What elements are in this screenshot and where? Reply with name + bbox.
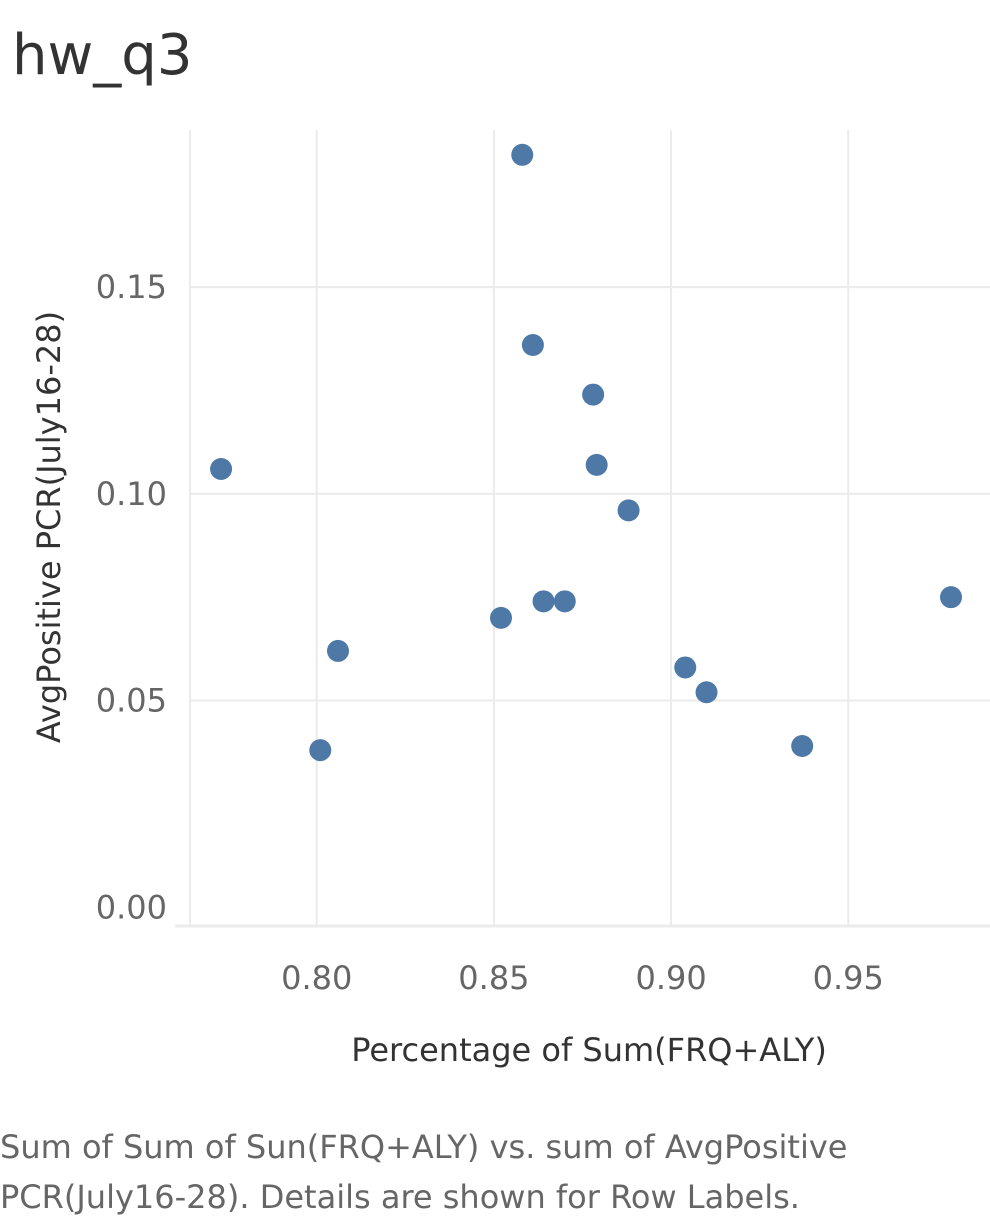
- scatter-point[interactable]: [511, 143, 534, 166]
- scatter-point[interactable]: [210, 458, 233, 481]
- scatter-point[interactable]: [327, 639, 349, 662]
- scatter-point[interactable]: [791, 735, 814, 758]
- scatter-point[interactable]: [617, 499, 640, 522]
- x-axis-title: Percentage of Sum(FRQ+ALY): [351, 1031, 827, 1069]
- scatter-point[interactable]: [521, 333, 544, 356]
- caption-line-2: PCR(July16-28). Details are shown for Ro…: [0, 1178, 800, 1216]
- chart-caption: Sum of Sum of Sun(FRQ+ALY) vs. sum of Av…: [0, 1122, 960, 1222]
- chart-title: hw_q3: [12, 23, 193, 88]
- scatter-point[interactable]: [490, 606, 512, 629]
- scatter-point[interactable]: [309, 739, 332, 762]
- scatter-point[interactable]: [940, 586, 963, 609]
- y-tick-label: 0.05: [96, 682, 167, 720]
- caption-line-1: Sum of Sum of Sun(FRQ+ALY) vs. sum of Av…: [0, 1128, 848, 1166]
- scatter-point[interactable]: [582, 383, 605, 406]
- scatter-point[interactable]: [553, 590, 576, 613]
- axis-layer: 0.80 0.85 0.90 0.95 0.00 0.05 0.10 0.15: [96, 268, 884, 997]
- scatter-point[interactable]: [532, 590, 555, 613]
- scatter-point[interactable]: [585, 453, 608, 476]
- x-tick-label: 0.95: [813, 959, 884, 997]
- grid-layer: [175, 130, 990, 928]
- y-axis-title: AvgPositive PCR(July16-28): [30, 311, 68, 743]
- scatter-chart: 0.80 0.85 0.90 0.95 0.00 0.05 0.10 0.15 Percent…: [30, 130, 990, 1069]
- x-tick-label: 0.85: [458, 959, 529, 997]
- scatter-point[interactable]: [695, 681, 718, 704]
- y-tick-label: 0.15: [96, 268, 167, 306]
- y-tick-label: 0.00: [96, 888, 167, 926]
- points-layer: [210, 143, 963, 762]
- y-tick-label: 0.10: [96, 475, 167, 513]
- scatter-point[interactable]: [674, 656, 697, 679]
- x-tick-label: 0.80: [281, 959, 352, 997]
- x-tick-label: 0.90: [635, 959, 706, 997]
